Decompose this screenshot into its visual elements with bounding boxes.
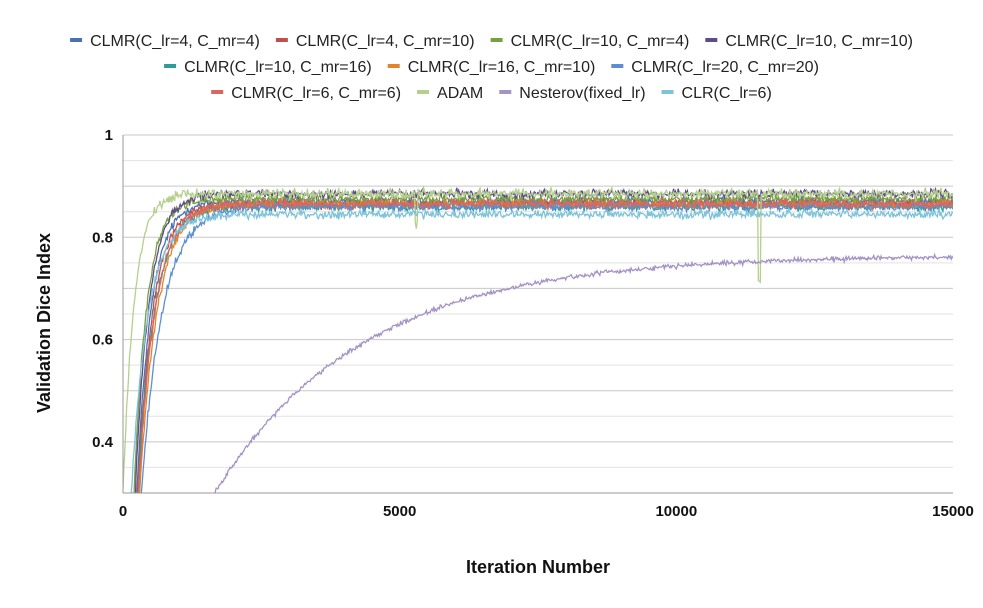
legend-label-4: CLMR(C_lr=10, C_mr=16) <box>184 59 372 76</box>
legend-swatch-3 <box>705 38 718 42</box>
legend-label-8: ADAM <box>437 85 483 102</box>
axes: 0.4 0.6 0.8 1 0 5000 10000 15000 <box>92 127 974 520</box>
legend-label-1: CLMR(C_lr=4, C_mr=10) <box>296 33 475 50</box>
y-tick-label: 1 <box>105 127 113 144</box>
legend: CLMR(C_lr=4, C_mr=4) CLMR(C_lr=4, C_mr=10… <box>70 33 913 102</box>
series-line-1 <box>136 195 953 493</box>
series-line-9 <box>213 252 953 493</box>
series-line-2 <box>133 191 953 493</box>
series-line-4 <box>137 199 953 493</box>
x-tick-label: 15000 <box>932 503 974 520</box>
legend-label-9: Nesterov(fixed_lr) <box>519 85 645 102</box>
legend-label-0: CLMR(C_lr=4, C_mr=4) <box>90 33 260 50</box>
legend-swatch-6 <box>611 64 624 68</box>
y-tick-label: 0.6 <box>92 332 113 349</box>
x-axis-title: Iteration Number <box>466 557 610 577</box>
series-line-8 <box>123 185 953 490</box>
series-line-5 <box>139 196 953 493</box>
legend-swatch-1 <box>275 38 288 42</box>
legend-swatch-5 <box>387 64 400 68</box>
legend-swatch-2 <box>490 38 503 42</box>
series-line-6 <box>140 199 953 493</box>
legend-swatch-9 <box>499 90 512 94</box>
legend-swatch-10 <box>661 90 674 94</box>
legend-swatch-7 <box>211 90 224 94</box>
y-tick-label: 0.8 <box>92 229 113 246</box>
y-tick-label: 0.4 <box>92 434 114 451</box>
legend-label-6: CLMR(C_lr=20, C_mr=20) <box>631 59 819 76</box>
x-tick-label: 0 <box>119 503 127 520</box>
y-axis-title: Validation Dice Index <box>34 233 54 413</box>
legend-label-5: CLMR(C_lr=16, C_mr=10) <box>408 59 596 76</box>
legend-label-7: CLMR(C_lr=6, C_mr=6) <box>231 85 401 102</box>
legend-swatch-4 <box>164 64 177 68</box>
legend-swatch-0 <box>70 38 83 42</box>
series-line-0 <box>136 194 953 493</box>
legend-label-3: CLMR(C_lr=10, C_mr=10) <box>725 33 913 50</box>
legend-swatch-8 <box>417 90 430 94</box>
x-tick-label: 10000 <box>655 503 697 520</box>
series-line-10 <box>130 206 953 493</box>
x-tick-label: 5000 <box>383 503 416 520</box>
series-line-7 <box>137 196 953 493</box>
legend-label-2: CLMR(C_lr=10, C_mr=4) <box>511 33 690 50</box>
legend-label-10: CLR(C_lr=6) <box>682 85 772 102</box>
grid <box>123 134 953 494</box>
plot-series <box>123 185 953 493</box>
